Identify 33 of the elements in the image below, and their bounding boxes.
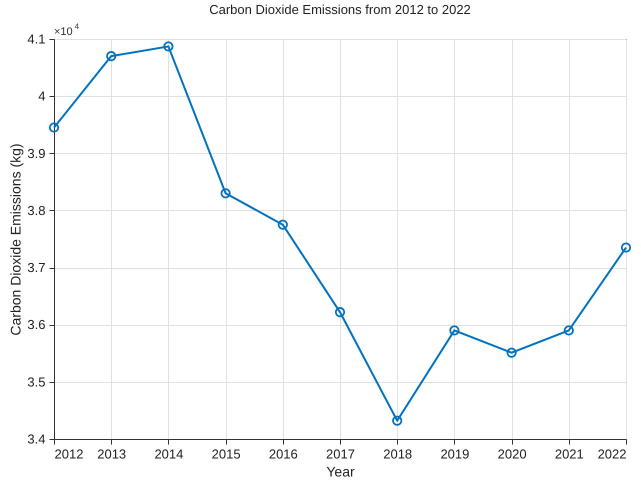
x-tick-label: 2020 — [498, 446, 527, 462]
x-tick-label: 2013 — [97, 446, 126, 462]
x-tick-label: 2016 — [268, 446, 298, 462]
x-tick-label: 2017 — [326, 446, 355, 462]
y-tick-label: 3.8 — [27, 202, 46, 218]
y-tick-label: 4 — [38, 88, 46, 104]
y-tick-label: 4.1 — [27, 32, 46, 46]
point — [620, 242, 632, 253]
x-tick-label: 2012 — [54, 446, 84, 462]
point — [220, 188, 231, 198]
x-tick-label: 2019 — [440, 446, 470, 462]
point — [506, 348, 517, 358]
point — [392, 416, 402, 426]
y-tick-label: 3.4 — [27, 432, 46, 446]
point — [564, 325, 574, 336]
x-axis-title: Year — [326, 464, 355, 480]
chart-title: Carbon Dioxide Emissions from 2012 to 2022 — [209, 2, 471, 17]
point — [163, 41, 174, 52]
y-tick-label: 3.7 — [27, 260, 46, 276]
x-tick-label: 2018 — [383, 446, 412, 462]
point — [106, 51, 116, 62]
y-tick-label: 3.9 — [27, 146, 46, 161]
y-tick-label: 3.5 — [27, 374, 46, 390]
point — [449, 325, 460, 336]
point — [48, 122, 60, 133]
x-tick-label: 2015 — [212, 446, 241, 462]
point — [278, 220, 288, 230]
x-tick-label: 2014 — [154, 446, 184, 462]
x-tick-label: 2022 — [598, 446, 626, 462]
y-tick-label: 3.6 — [27, 317, 46, 332]
x-tick-label: 2021 — [554, 446, 584, 462]
y-axis-title: Carbon Dioxide Emissions (kg) — [7, 143, 24, 336]
point — [334, 307, 346, 318]
